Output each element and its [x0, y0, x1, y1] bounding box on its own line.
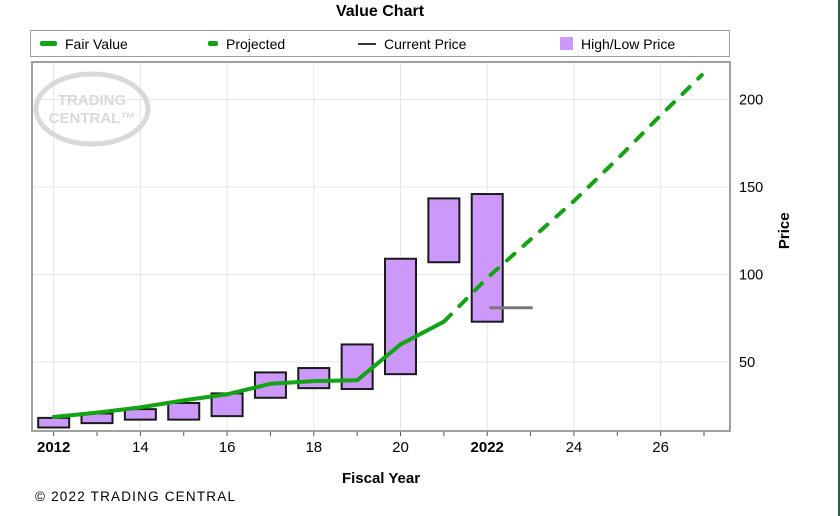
highlow-bar [427, 197, 461, 264]
legend-label-current-price: Current Price [384, 35, 467, 52]
projected-line-icon [208, 41, 218, 46]
svg-text:CENTRAL™: CENTRAL™ [49, 110, 136, 127]
svg-text:18: 18 [305, 439, 322, 456]
copyright-text: © 2022 TRADING CENTRAL [35, 489, 237, 504]
legend-item-high-low-price: High/Low Price [560, 31, 675, 56]
current-price-line-icon [358, 42, 376, 45]
svg-text:100: 100 [739, 267, 763, 283]
fair-value-line-icon [40, 41, 57, 46]
svg-text:150: 150 [739, 180, 763, 196]
x-axis-title: Fiscal Year [342, 470, 420, 487]
x-axis-ticks [53, 432, 705, 436]
gridlines [32, 62, 730, 431]
high-low-price-swatch-icon [560, 37, 573, 50]
highlow-bar [167, 402, 201, 421]
legend-label-high-low-price: High/Low Price [581, 35, 676, 52]
svg-text:200: 200 [739, 93, 763, 109]
highlow-bar [384, 257, 418, 376]
chart-title: Value Chart [335, 3, 425, 20]
legend-item-fair-value: Fair Value [40, 31, 128, 56]
highlow-bars [37, 193, 504, 429]
svg-text:16: 16 [219, 439, 236, 456]
legend: Fair Value Projected Current Price High/… [30, 30, 730, 57]
svg-text:24: 24 [566, 439, 583, 456]
highlow-bar [37, 416, 71, 429]
svg-text:26: 26 [652, 439, 669, 456]
y-axis-title: Price [776, 212, 793, 249]
svg-text:TRADING: TRADING [58, 92, 126, 109]
svg-text:2022: 2022 [471, 439, 504, 456]
legend-label-projected: Projected [226, 35, 286, 52]
highlow-bar [297, 367, 331, 390]
fair-value-line [51, 319, 446, 420]
x-axis-labels: 2012 14 16 18 20 2022 24 26 [37, 439, 669, 456]
legend-item-projected: Projected [208, 31, 285, 56]
svg-text:20: 20 [392, 439, 409, 456]
svg-text:14: 14 [132, 439, 149, 456]
y-axis-labels: 50 100 150 200 [739, 93, 763, 371]
legend-item-current-price: Current Price [358, 31, 466, 56]
projected-line [441, 73, 704, 324]
svg-text:50: 50 [739, 355, 755, 371]
legend-label-fair-value: Fair Value [65, 35, 128, 52]
svg-text:2012: 2012 [37, 439, 70, 456]
right-edge-border [838, 0, 840, 516]
plot-border [31, 61, 731, 432]
highlow-bar [470, 193, 504, 323]
